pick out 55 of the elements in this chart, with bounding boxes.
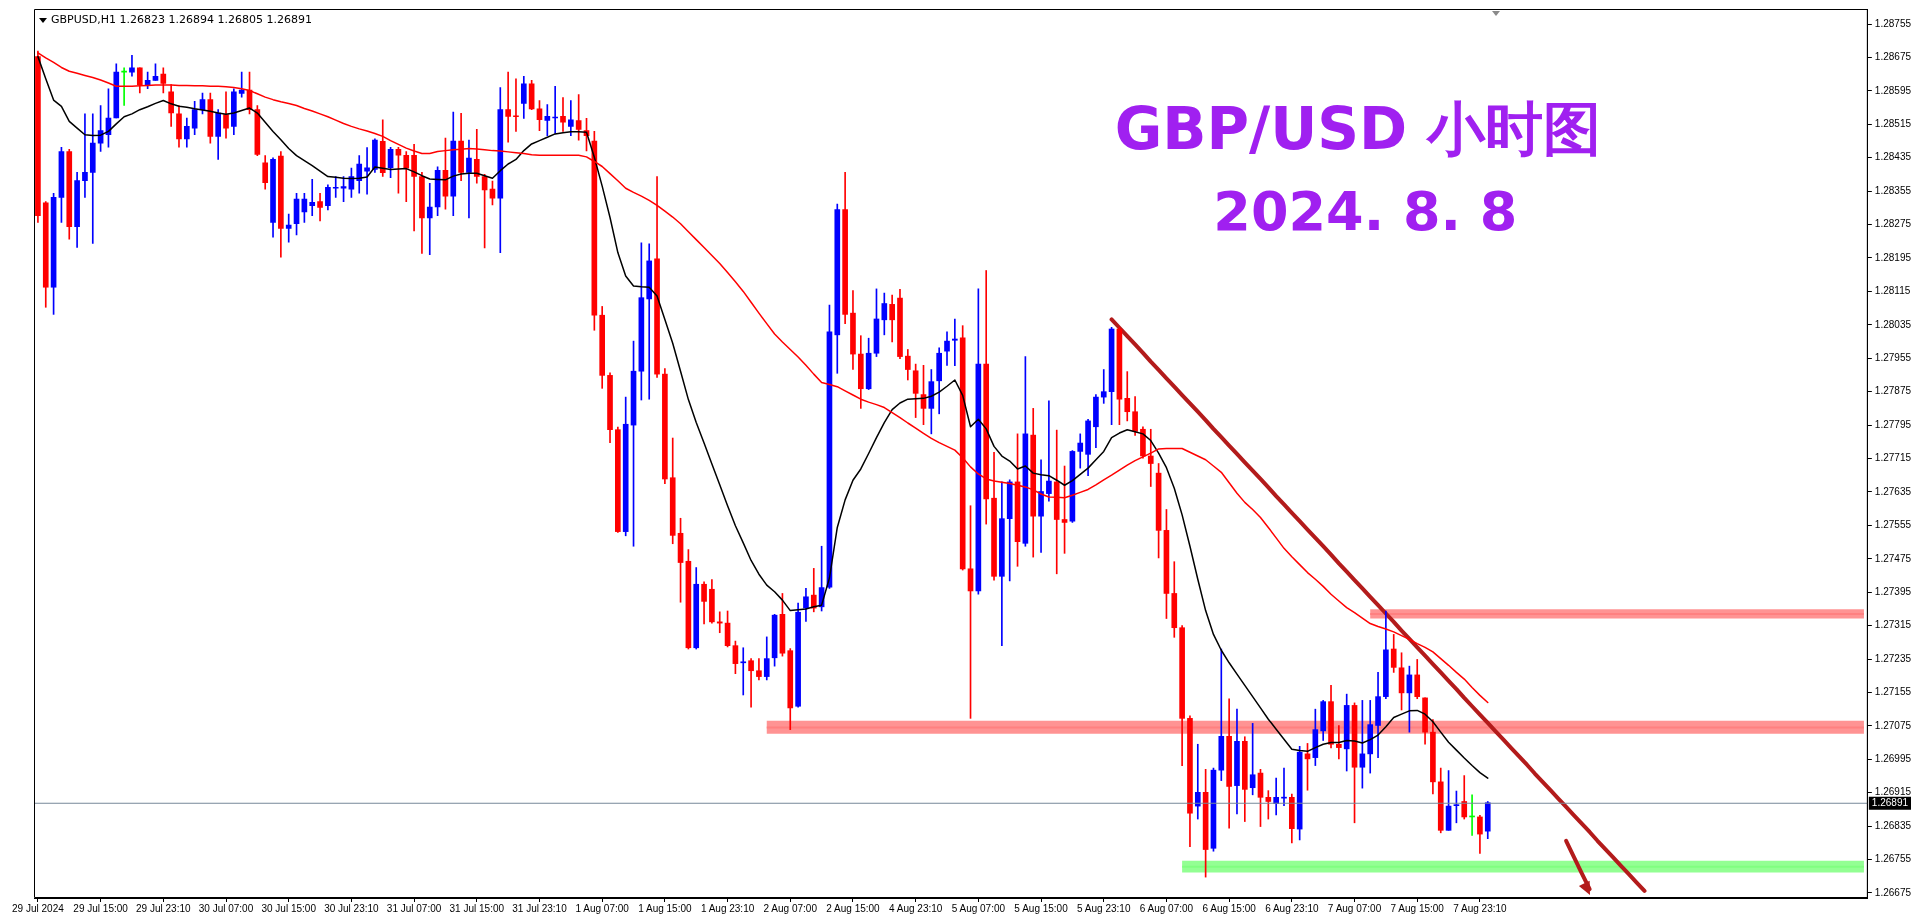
y-tick-label: 1.28035	[1874, 318, 1912, 330]
x-tick-label: 30 Jul 15:00	[261, 902, 317, 914]
y-tick-label: 1.28675	[1874, 51, 1912, 63]
y-tick-label: 1.27715	[1874, 452, 1912, 464]
y-tick-label: 1.27875	[1874, 385, 1912, 397]
x-tick-label: 2 Aug 15:00	[826, 902, 881, 914]
x-tick-label: 7 Aug 23:10	[1453, 902, 1508, 914]
y-tick-label: 1.26995	[1874, 753, 1912, 765]
x-tick-label: 29 Jul 23:10	[136, 902, 191, 914]
y-tick-label: 1.28355	[1874, 184, 1912, 196]
y-tick-label: 1.26835	[1874, 819, 1912, 831]
y-tick-label: 1.26915	[1874, 786, 1912, 798]
x-tick-label: 30 Jul 23:10	[324, 902, 380, 914]
y-tick-label: 1.27235	[1874, 652, 1912, 664]
y-tick-label: 1.27155	[1874, 686, 1912, 698]
y-tick-label: 1.27635	[1874, 485, 1912, 497]
y-tick-label: 1.28595	[1874, 84, 1912, 96]
x-tick-label: 5 Aug 07:00	[951, 902, 1006, 914]
y-tick-label: 1.27075	[1874, 719, 1912, 731]
y-tick-label: 1.27315	[1874, 619, 1912, 631]
annotation: GBPUSD,H1 1.26823 1.26894 1.26805 1.26891	[51, 12, 312, 26]
text: 2024. 8. 8	[1213, 180, 1518, 244]
x-tick-label: 1 Aug 23:10	[700, 902, 755, 914]
y-tick-label: 1.27955	[1874, 352, 1912, 363]
y-tick-label: 1.26675	[1874, 886, 1912, 898]
y-tick-label: 1.28115	[1874, 285, 1911, 297]
y-tick-label: 1.28195	[1874, 251, 1912, 263]
y-tick-label: 1.27395	[1874, 585, 1912, 597]
text: GBP/USD 小时图	[1114, 95, 1602, 164]
y-tick-label: 1.27555	[1874, 519, 1912, 531]
ref-line-label: 1.26891	[1871, 797, 1909, 808]
x-tick-label: 4 Aug 23:10	[888, 902, 943, 914]
y-tick-label: 1.28515	[1874, 118, 1912, 130]
x-tick-label: 5 Aug 23:10	[1077, 902, 1131, 914]
x-tick-label: 31 Jul 15:00	[449, 902, 505, 914]
x-tick-label: 29 Jul 2024	[12, 902, 65, 914]
x-tick-label: 7 Aug 15:00	[1390, 902, 1445, 914]
x-tick-label: 7 Aug 07:00	[1327, 902, 1382, 914]
x-tick-label: 6 Aug 15:00	[1202, 902, 1257, 914]
x-tick-label: 6 Aug 07:00	[1139, 902, 1194, 914]
x-tick-label: 6 Aug 23:10	[1265, 902, 1319, 914]
y-tick-label: 1.28435	[1874, 151, 1912, 163]
y-tick-label: 1.27475	[1874, 552, 1912, 564]
x-tick-label: 2 Aug 07:00	[763, 902, 818, 914]
y-tick-label: 1.26755	[1874, 853, 1912, 865]
x-tick-label: 1 Aug 07:00	[575, 902, 630, 914]
y-tick-label: 1.27795	[1874, 418, 1912, 430]
x-tick-label: 29 Jul 15:00	[73, 902, 129, 914]
y-tick-label: 1.28275	[1874, 218, 1912, 230]
y-tick-label: 1.28755	[1874, 17, 1912, 29]
x-tick-label: 5 Aug 15:00	[1014, 902, 1069, 914]
x-tick-label: 31 Jul 07:00	[386, 902, 442, 914]
x-tick-label: 30 Jul 07:00	[198, 902, 254, 914]
x-tick-label: 31 Jul 23:10	[512, 902, 568, 914]
x-tick-label: 1 Aug 15:00	[638, 902, 692, 914]
